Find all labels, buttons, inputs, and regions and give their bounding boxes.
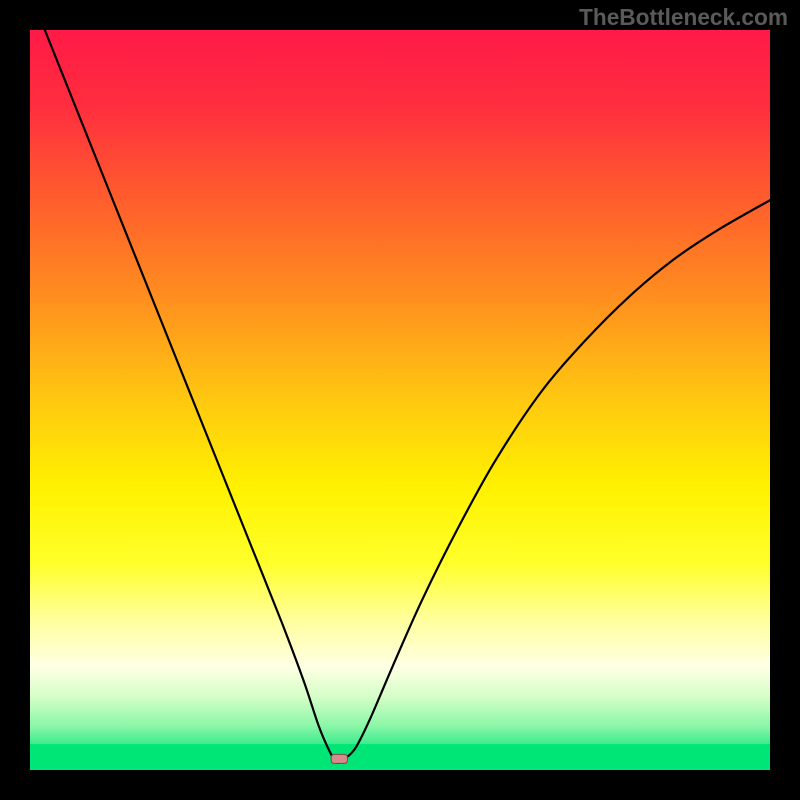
watermark: TheBottleneck.com [579,4,788,31]
plot-area [30,30,770,770]
chart-svg [30,30,770,770]
minimum-marker [331,754,347,763]
chart-background [30,30,770,770]
bottom-strips [30,744,770,770]
